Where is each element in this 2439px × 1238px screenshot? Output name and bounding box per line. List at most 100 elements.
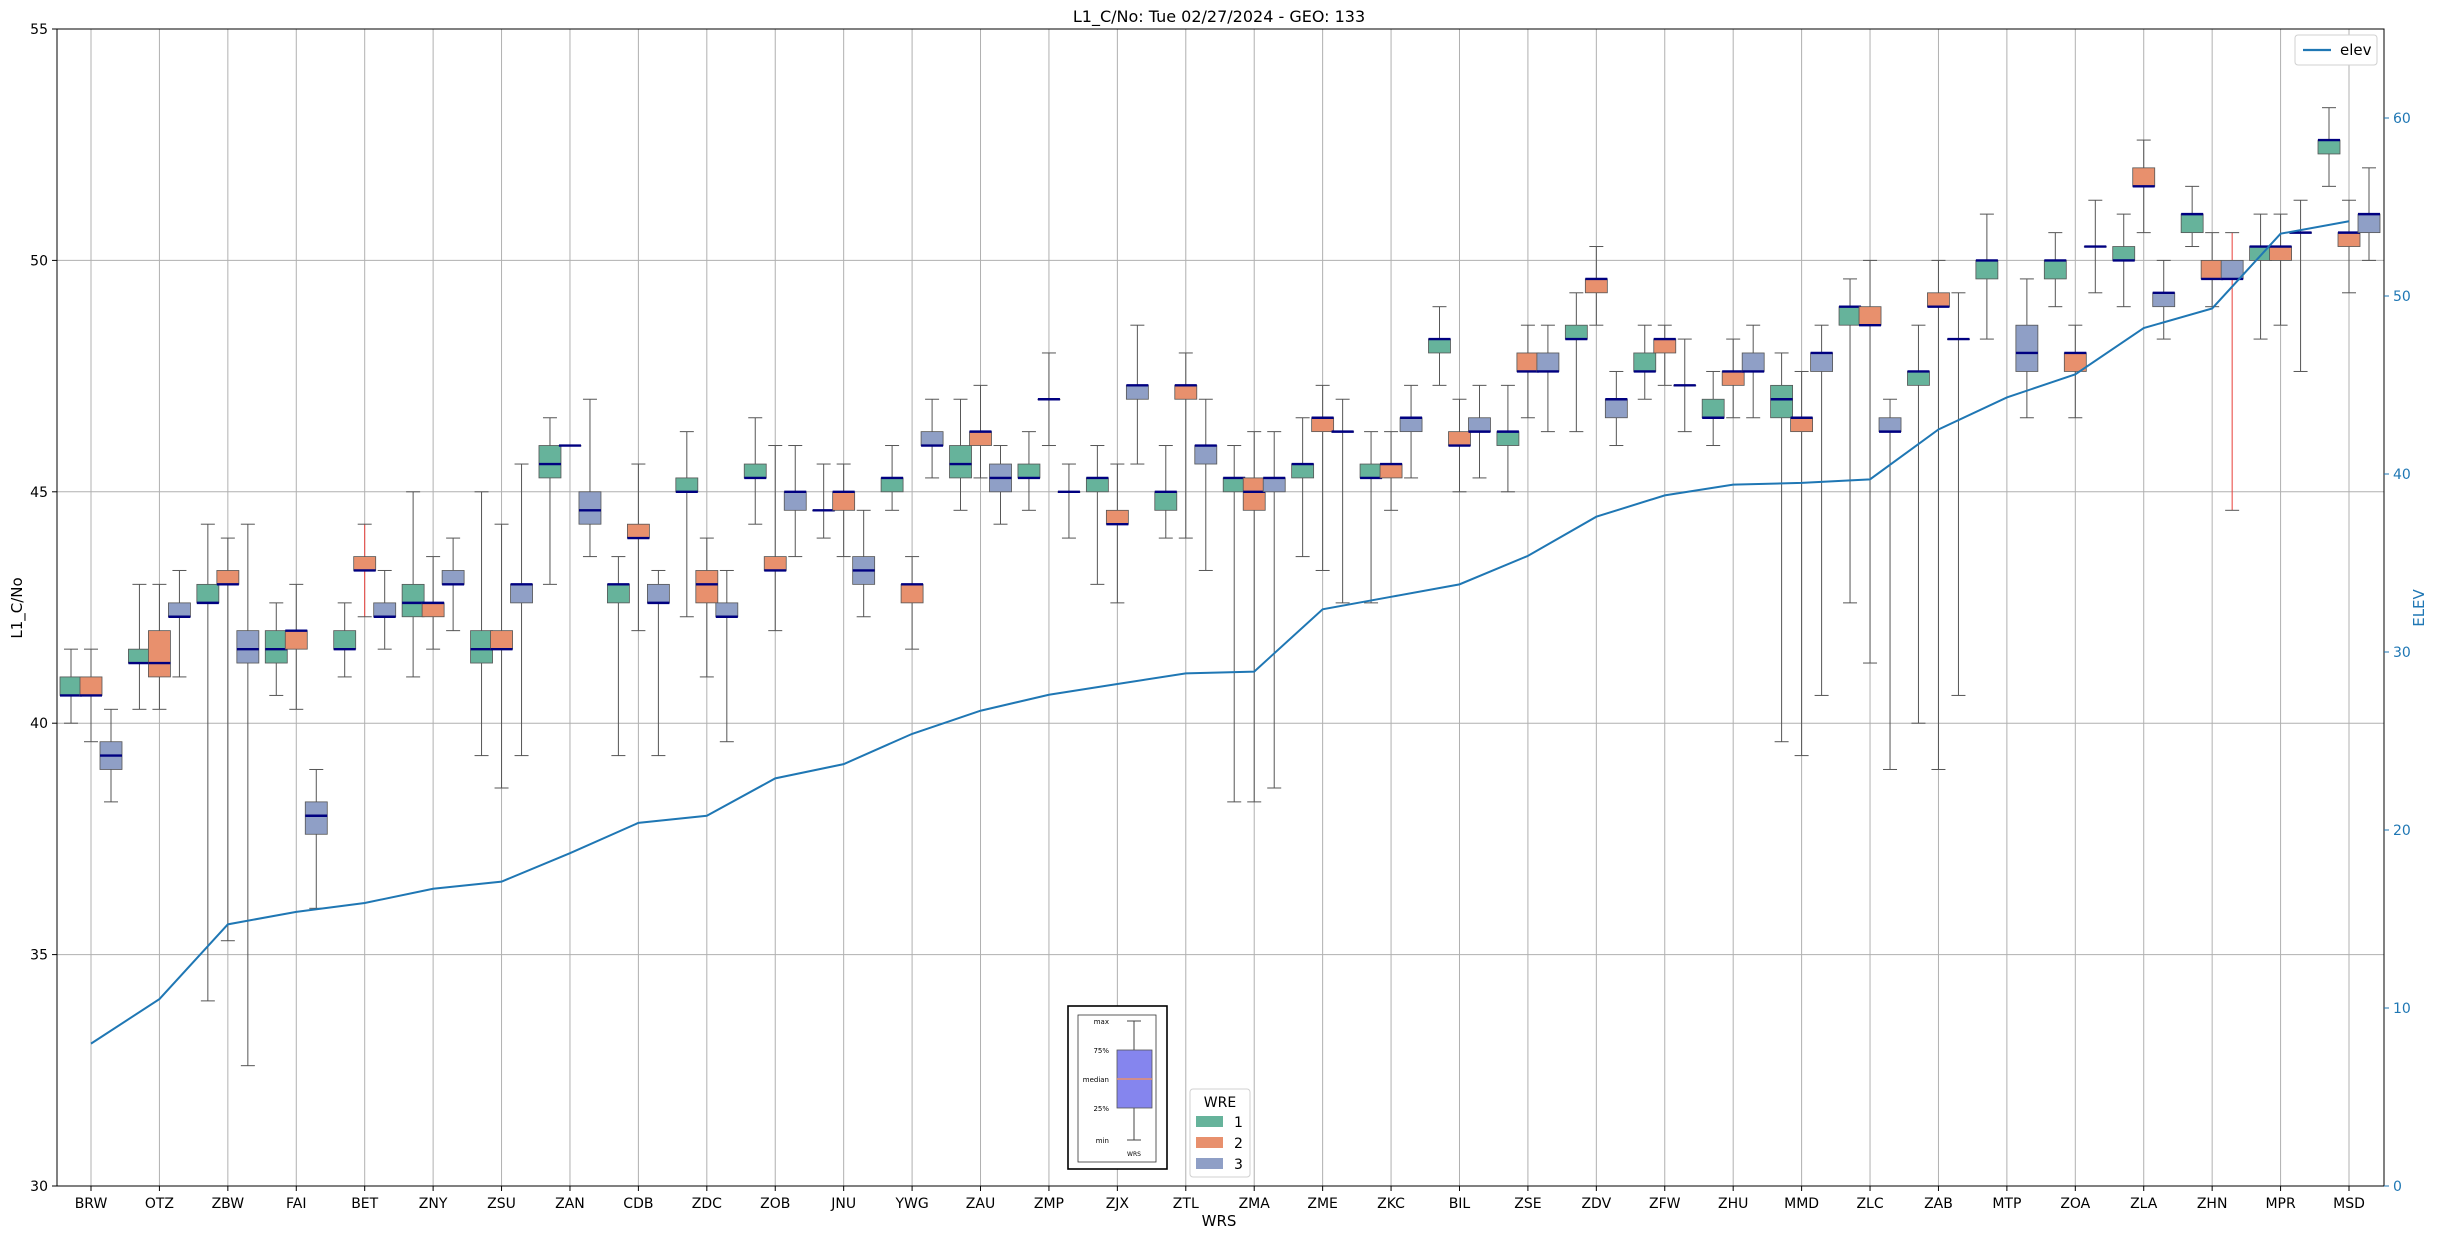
- x-axis: BRW OTZ ZBW FAI BET ZNY ZSU ZAN CDB ZDC ZOB JNU YWG Z…: [75, 1186, 2365, 1212]
- x-tick-label: ZAN: [555, 1196, 585, 1212]
- y-tick-label: 50: [30, 253, 48, 269]
- elevation-series: [90, 220, 2350, 1045]
- box-iqr: [715, 602, 739, 618]
- x-tick-label: ZLA: [2130, 1196, 2158, 1212]
- box-iqr: [1174, 384, 1198, 400]
- box-zlc-wre2: [1858, 259, 1882, 664]
- chart-title: L1_C/No: Tue 02/27/2024 - GEO: 133: [1073, 7, 1365, 27]
- x-tick-label: ZHU: [1718, 1196, 1748, 1212]
- box-iqr: [128, 648, 151, 664]
- box-iqr: [148, 630, 171, 678]
- y2-tick-label: 10: [2393, 1001, 2411, 1017]
- box-key-inset: max 75% median 25% min WRS: [1067, 1005, 1168, 1170]
- box-iqr: [304, 801, 328, 835]
- box-iqr: [1311, 417, 1335, 433]
- box-bil-wre2: [1448, 398, 1471, 493]
- x-tick-label: BRW: [75, 1196, 108, 1212]
- box-zau-wre2: [969, 384, 992, 479]
- box-iqr: [2043, 259, 2067, 280]
- box-zob-wre2: [763, 445, 787, 632]
- box-otz-wre2: [148, 583, 171, 710]
- box-otz-wre1: [128, 583, 151, 710]
- box-iqr: [373, 602, 397, 618]
- box-iqr: [2317, 139, 2341, 155]
- box-zhu-wre3: [1741, 324, 1765, 419]
- box-iqr: [969, 431, 992, 446]
- box-zkc-wre3: [1399, 384, 1423, 479]
- box-zoa-wre2: [2063, 324, 2087, 419]
- box-zdc-wre3: [715, 569, 739, 743]
- x-tick-label: MSD: [2333, 1196, 2365, 1212]
- box-key-q3: 75%: [1093, 1047, 1109, 1055]
- box-jnu-wre3: [852, 509, 876, 618]
- box-zla-wre2: [2132, 139, 2156, 234]
- x-tick-label: ZHN: [2197, 1196, 2228, 1212]
- box-zme-wre1: [1291, 417, 1315, 558]
- box-iqr: [1194, 445, 1218, 465]
- box-zny-wre2: [421, 556, 445, 650]
- box-iqr: [1448, 431, 1471, 446]
- box-zdc-wre2: [695, 537, 719, 678]
- box-iqr: [1701, 398, 1725, 419]
- box-iqr: [1975, 259, 1999, 280]
- x-tick-label: MPR: [2265, 1196, 2296, 1212]
- wre-legend-label-3: 3: [1234, 1157, 1243, 1173]
- box-iqr: [1741, 352, 1765, 372]
- box-zse-wre2: [1516, 324, 1540, 419]
- box-zan-wre3: [578, 398, 602, 558]
- box-ztl-wre1: [1154, 445, 1178, 539]
- box-zny-wre1: [401, 491, 425, 678]
- box-zdv-wre1: [1564, 292, 1588, 433]
- box-iqr: [1516, 352, 1540, 372]
- box-zma-wre3: [1262, 431, 1286, 789]
- box-iqr: [1428, 338, 1451, 354]
- box-zoa-wre3: [2083, 199, 2107, 294]
- box-zmp-wre1: [1017, 431, 1041, 511]
- box-jnu-wre2: [832, 463, 856, 558]
- box-iqr: [79, 676, 103, 696]
- box-zau-wre1: [949, 398, 972, 511]
- box-zlc-wre3: [1878, 398, 1902, 770]
- box-zma-wre2: [1242, 431, 1266, 803]
- box-iqr: [2152, 292, 2176, 308]
- box-zla-wre3: [2152, 259, 2176, 340]
- x-tick-label: ZAB: [1924, 1196, 1953, 1212]
- box-iqr: [59, 676, 83, 696]
- box-iqr: [949, 445, 972, 479]
- box-iqr: [216, 570, 240, 585]
- x-tick-label: BET: [351, 1196, 378, 1212]
- box-fai-wre2: [284, 583, 308, 710]
- y-tick-label: 40: [30, 716, 48, 732]
- box-iqr: [490, 630, 513, 650]
- box-iqr: [1721, 371, 1745, 386]
- box-iqr: [2015, 324, 2039, 372]
- box-iqr: [1399, 417, 1423, 433]
- box-zse-wre1: [1496, 384, 1520, 493]
- box-iqr: [353, 556, 377, 571]
- box-iqr: [675, 477, 699, 493]
- box-zmp-wre3: [1057, 463, 1081, 539]
- y2-axis-label: ELEV: [2410, 588, 2428, 626]
- box-zsu-wre1: [470, 491, 493, 757]
- box-zhn-wre2: [2200, 232, 2224, 308]
- box-brw-wre3: [99, 708, 123, 803]
- box-iqr: [264, 630, 288, 664]
- box-iqr: [1536, 352, 1560, 372]
- box-iqr: [1105, 509, 1129, 525]
- box-zbw-wre2: [216, 537, 240, 942]
- x-tick-label: ZTL: [1173, 1196, 1199, 1212]
- box-iqr: [1633, 352, 1657, 372]
- box-ztl-wre2: [1174, 352, 1198, 539]
- box-bil-wre3: [1468, 384, 1491, 479]
- box-zse-wre3: [1536, 324, 1560, 433]
- box-ztl-wre3: [1194, 398, 1218, 571]
- box-zkc-wre2: [1379, 431, 1403, 511]
- box-iqr: [2200, 259, 2224, 280]
- x-tick-label: FAI: [286, 1196, 306, 1212]
- box-ywg-wre1: [880, 445, 904, 511]
- x-tick-label: BIL: [1449, 1196, 1471, 1212]
- box-iqr: [1125, 384, 1149, 400]
- y-tick-label: 35: [30, 948, 48, 964]
- box-iqr: [763, 556, 787, 571]
